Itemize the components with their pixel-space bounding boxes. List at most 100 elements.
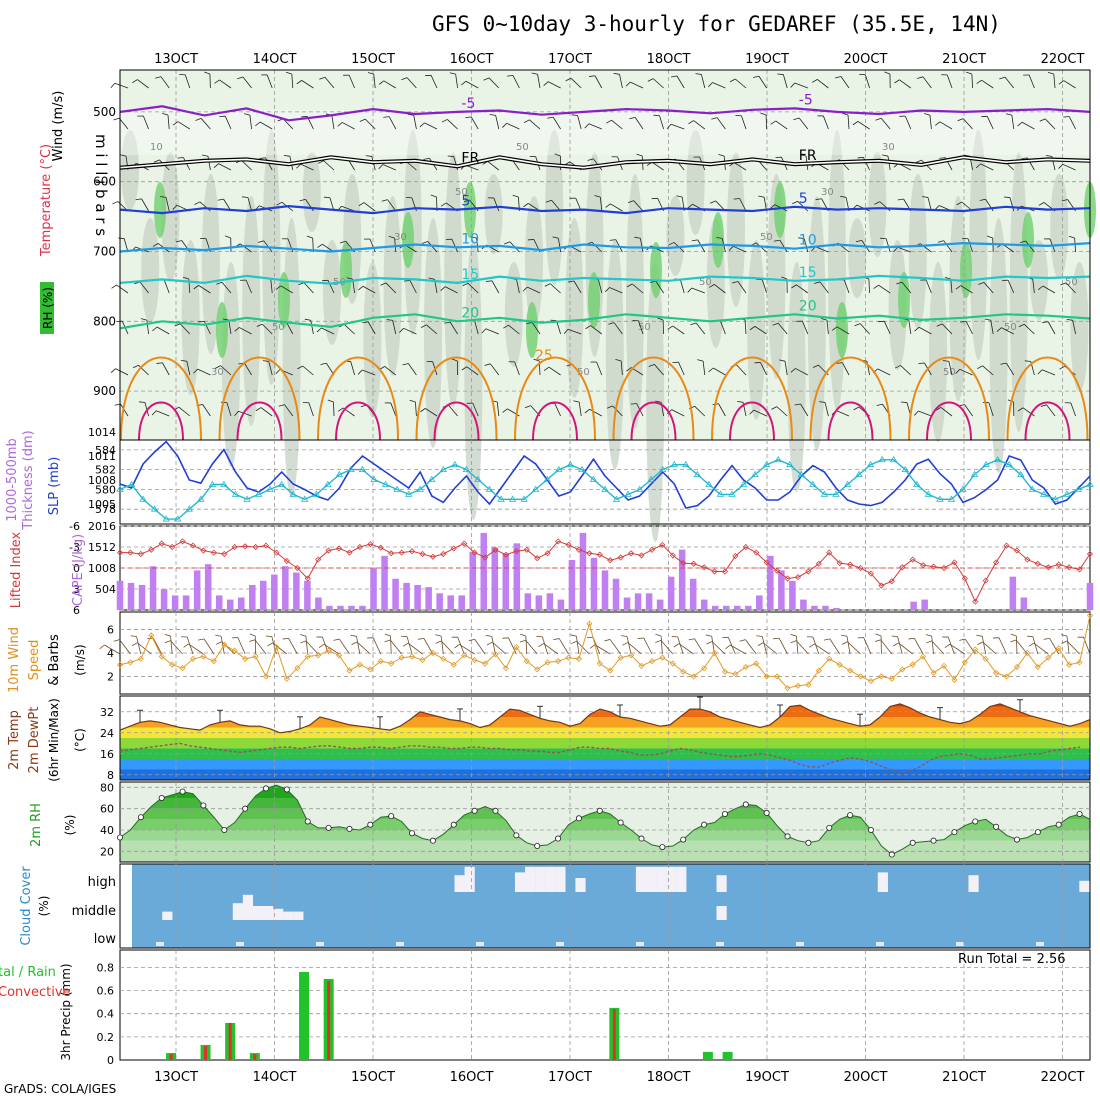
cloud-bg xyxy=(132,864,1090,948)
cloud-cell xyxy=(273,908,284,920)
wind-barb-flag xyxy=(688,120,694,125)
thickness-marker xyxy=(751,470,759,477)
wind-barb xyxy=(1070,402,1076,417)
wind-barb xyxy=(1004,76,1015,89)
cape-bar xyxy=(756,595,763,610)
cape-bar xyxy=(623,597,631,610)
wind-barb-flag xyxy=(183,643,189,648)
wind10-marker xyxy=(200,653,207,660)
precip-panel: 0 0.2 0.4 0.6 0.8 3hr Precip (mm)tal / Rain Co… xyxy=(0,949,1091,1067)
li-marker xyxy=(701,564,708,571)
rh-marker xyxy=(492,807,499,814)
wind-barb xyxy=(671,409,685,417)
wind-barb xyxy=(782,74,788,89)
wind-barb xyxy=(630,81,644,89)
wind-barb-flag xyxy=(977,365,983,369)
wind10-marker xyxy=(471,656,478,664)
wind-barb xyxy=(959,368,973,376)
wind-barb xyxy=(118,117,129,130)
li-marker xyxy=(534,555,541,562)
wind-barb-flag xyxy=(484,363,491,366)
wind-barb-flag xyxy=(650,280,657,283)
wind-barb xyxy=(610,203,623,212)
wind-barb-flag xyxy=(523,203,529,208)
rh-contour-label: 50 xyxy=(1065,277,1078,288)
wind-barb xyxy=(218,163,232,171)
wind-barb xyxy=(639,238,644,253)
wind-barb xyxy=(745,639,757,655)
wind-barb xyxy=(998,637,1007,655)
wind-barb xyxy=(702,361,706,376)
wind-barb-flag xyxy=(1060,282,1067,286)
wind-barb xyxy=(272,642,288,655)
wind-barb xyxy=(170,640,183,655)
cape-bar xyxy=(127,582,135,610)
warm-contour xyxy=(317,356,399,441)
wind-barb-flag xyxy=(531,72,538,75)
wind-barb-flag xyxy=(604,639,611,642)
li-marker xyxy=(513,548,520,555)
li-marker xyxy=(377,544,384,551)
wind-barb xyxy=(547,81,561,89)
wind-barb xyxy=(918,326,932,335)
rh-patch xyxy=(908,174,927,329)
wind-barb xyxy=(1025,240,1035,253)
cloud-cell xyxy=(877,872,888,892)
wind-barb-flag xyxy=(362,321,369,324)
isotherm-label: 5 xyxy=(799,191,808,207)
wind10-marker xyxy=(148,632,155,639)
rh-background xyxy=(120,70,1090,440)
wind-barb xyxy=(558,638,569,655)
wind-barb-flag xyxy=(156,362,163,364)
cloud-cell xyxy=(656,866,667,892)
rh-tick: 60 xyxy=(100,803,114,816)
wind-barb-flag xyxy=(841,634,848,637)
wind-barb-flag xyxy=(794,403,801,406)
rh-marker xyxy=(951,829,958,836)
wind-barb-flag xyxy=(705,634,712,637)
bottom-axis-label: 17OCT xyxy=(548,1070,592,1085)
wind-barb-flag xyxy=(283,154,290,157)
cape-bar xyxy=(667,576,675,610)
cape-bar xyxy=(700,599,708,610)
wind-barb-flag xyxy=(622,642,628,646)
wind-barb xyxy=(589,408,602,417)
wind-barb-flag xyxy=(162,112,169,116)
wind-barb-flag xyxy=(441,119,448,123)
thickness-marker xyxy=(254,490,263,497)
li-tick: 0 xyxy=(73,562,80,575)
cape-bar xyxy=(348,605,355,610)
hot-contour xyxy=(630,401,677,441)
wind10-marker xyxy=(815,667,822,674)
rh-marker xyxy=(1055,821,1062,828)
wind-barb xyxy=(588,123,602,130)
wind-barb xyxy=(797,200,809,212)
li-marker xyxy=(481,554,489,561)
cape-bar xyxy=(370,568,377,610)
wind-barb-flag xyxy=(790,82,796,88)
wind-barb xyxy=(1033,642,1049,655)
wind-barb xyxy=(167,115,170,130)
wind10-marker xyxy=(1003,673,1010,680)
wind-barb xyxy=(897,636,903,655)
wind-barb xyxy=(578,402,582,417)
li-marker xyxy=(596,551,603,558)
wind-barb xyxy=(736,364,747,376)
wind-barb xyxy=(119,639,131,655)
rh-moist-patch xyxy=(526,302,538,358)
wind-barb-flag xyxy=(512,194,519,198)
wind-barb-flag xyxy=(781,276,788,280)
wind10-marker xyxy=(669,660,676,667)
li-marker xyxy=(148,546,155,553)
cloud-cell xyxy=(666,866,677,892)
wind10-marker xyxy=(784,685,791,692)
cape-bar xyxy=(634,593,642,610)
wind-barb-flag xyxy=(718,153,725,157)
wind-barb xyxy=(491,636,496,655)
wind-barb xyxy=(301,80,314,89)
wind10-marker xyxy=(1086,612,1094,619)
wind-barb-flag xyxy=(917,76,924,79)
rh-moist-patch xyxy=(898,272,910,328)
precip-tick: 0.6 xyxy=(97,985,115,998)
wind-barb-flag xyxy=(378,164,384,170)
